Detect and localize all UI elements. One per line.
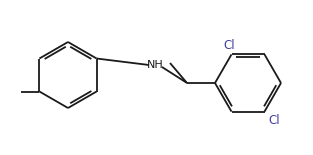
Text: Cl: Cl bbox=[224, 39, 235, 52]
Text: Cl: Cl bbox=[269, 114, 280, 127]
Text: NH: NH bbox=[146, 60, 163, 70]
